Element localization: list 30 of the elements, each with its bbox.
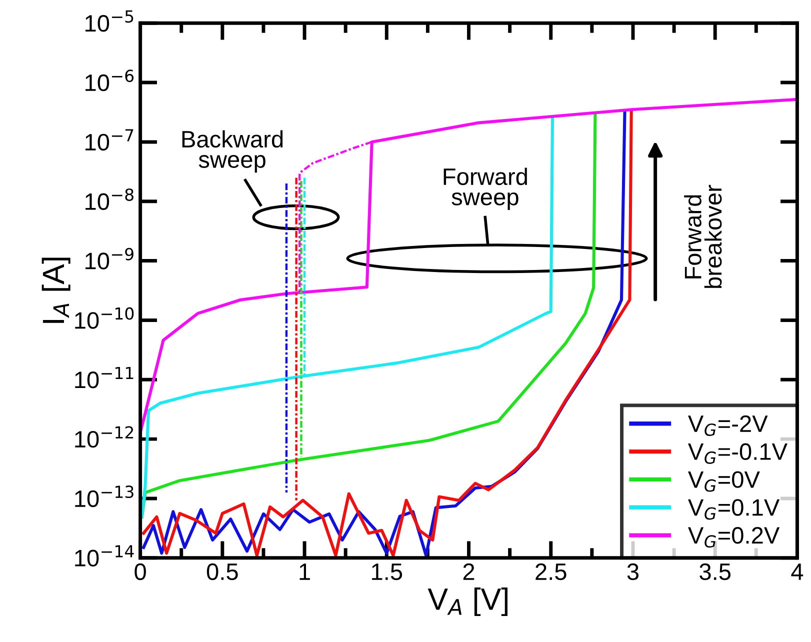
legend-label: V$_{G}$=0V xyxy=(688,471,760,492)
x-tick-label: 2.5 xyxy=(536,563,566,580)
x-tick-label: 0 xyxy=(134,563,146,580)
y-tick-label: 10$^{−12}$ xyxy=(75,426,134,448)
annotation: Forward sweep xyxy=(444,168,527,210)
y-tick-label: 10$^{−11}$ xyxy=(75,366,134,388)
x-tick-label: 3.5 xyxy=(700,563,731,580)
x-tick-label: 0.5 xyxy=(206,563,238,580)
y-tick-label: 10$^{−13}$ xyxy=(75,486,134,508)
legend-label: V$_{G}$=-0.1V xyxy=(688,443,788,464)
y-tick-label: 10$^{−9}$ xyxy=(86,248,134,270)
x-tick-label: 1.5 xyxy=(372,564,402,580)
x-tick-label: 4 xyxy=(791,564,804,580)
y-axis-title: I$_{A}$ [A] xyxy=(42,258,70,323)
y-tick-label: 10$^{−14}$ xyxy=(75,545,134,567)
y-tick-label: 10$^{−6}$ xyxy=(86,70,134,92)
legend-label: V$_{G}$=0.1V xyxy=(688,499,780,520)
legend-label: V$_{G}$=0.2V xyxy=(688,527,780,548)
line-series xyxy=(140,98,798,434)
x-axis-title: V$_{A}$ [V] xyxy=(428,588,508,616)
annotation: Forward breakover xyxy=(684,184,722,288)
x-tick-label: 2 xyxy=(463,563,474,580)
y-tick-label: 10$^{−8}$ xyxy=(86,188,134,210)
x-tick-label: 3 xyxy=(627,563,639,580)
y-tick-label: 10$^{−10}$ xyxy=(75,307,134,329)
legend-label: V$_{G}$=-2V xyxy=(688,415,768,436)
annotation: Backward sweep xyxy=(182,130,283,173)
y-tick-label: 10$^{−5}$ xyxy=(86,10,134,32)
x-tick-label: 1 xyxy=(300,564,310,580)
y-tick-label: 10$^{−7}$ xyxy=(86,129,134,151)
